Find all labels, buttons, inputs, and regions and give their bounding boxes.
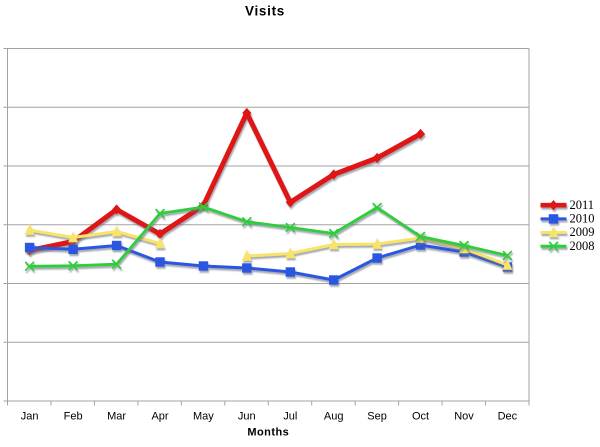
- svg-text:Jan: Jan: [21, 411, 39, 423]
- svg-text:Jul: Jul: [283, 411, 297, 423]
- svg-text:Mar: Mar: [107, 411, 126, 423]
- svg-text:Apr: Apr: [151, 411, 168, 423]
- svg-text:Dec: Dec: [498, 411, 518, 423]
- svg-text:Aug: Aug: [324, 411, 344, 423]
- svg-text:2011: 2011: [570, 198, 595, 212]
- svg-text:Feb: Feb: [64, 411, 83, 423]
- svg-text:Nov: Nov: [454, 411, 474, 423]
- svg-text:Months: Months: [247, 427, 289, 439]
- svg-text:2008: 2008: [570, 239, 595, 253]
- svg-text:Jun: Jun: [238, 411, 256, 423]
- svg-text:Visits: Visits: [245, 4, 285, 19]
- svg-text:Oct: Oct: [412, 411, 429, 423]
- svg-text:2009: 2009: [570, 225, 595, 239]
- svg-text:May: May: [193, 411, 214, 423]
- svg-text:Sep: Sep: [367, 411, 387, 423]
- svg-text:2010: 2010: [570, 212, 595, 226]
